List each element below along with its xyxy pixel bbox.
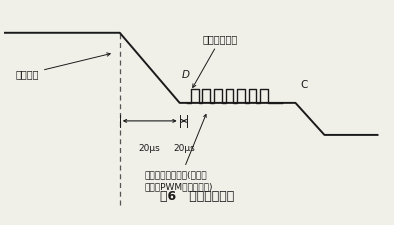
Text: 去磁结束检测: 去磁结束检测	[193, 34, 238, 88]
Text: 图6   去磁结束事件: 图6 去磁结束事件	[160, 190, 234, 203]
Text: D: D	[181, 70, 190, 80]
Text: 20μs: 20μs	[173, 144, 195, 153]
Text: 20μs: 20μs	[139, 144, 161, 153]
Text: 反电动势检测窗口(当上端
开关组PWM信号关闭时): 反电动势检测窗口(当上端 开关组PWM信号关闭时)	[145, 115, 214, 191]
Text: C: C	[300, 80, 307, 90]
Text: 去磁时间: 去磁时间	[15, 53, 110, 79]
